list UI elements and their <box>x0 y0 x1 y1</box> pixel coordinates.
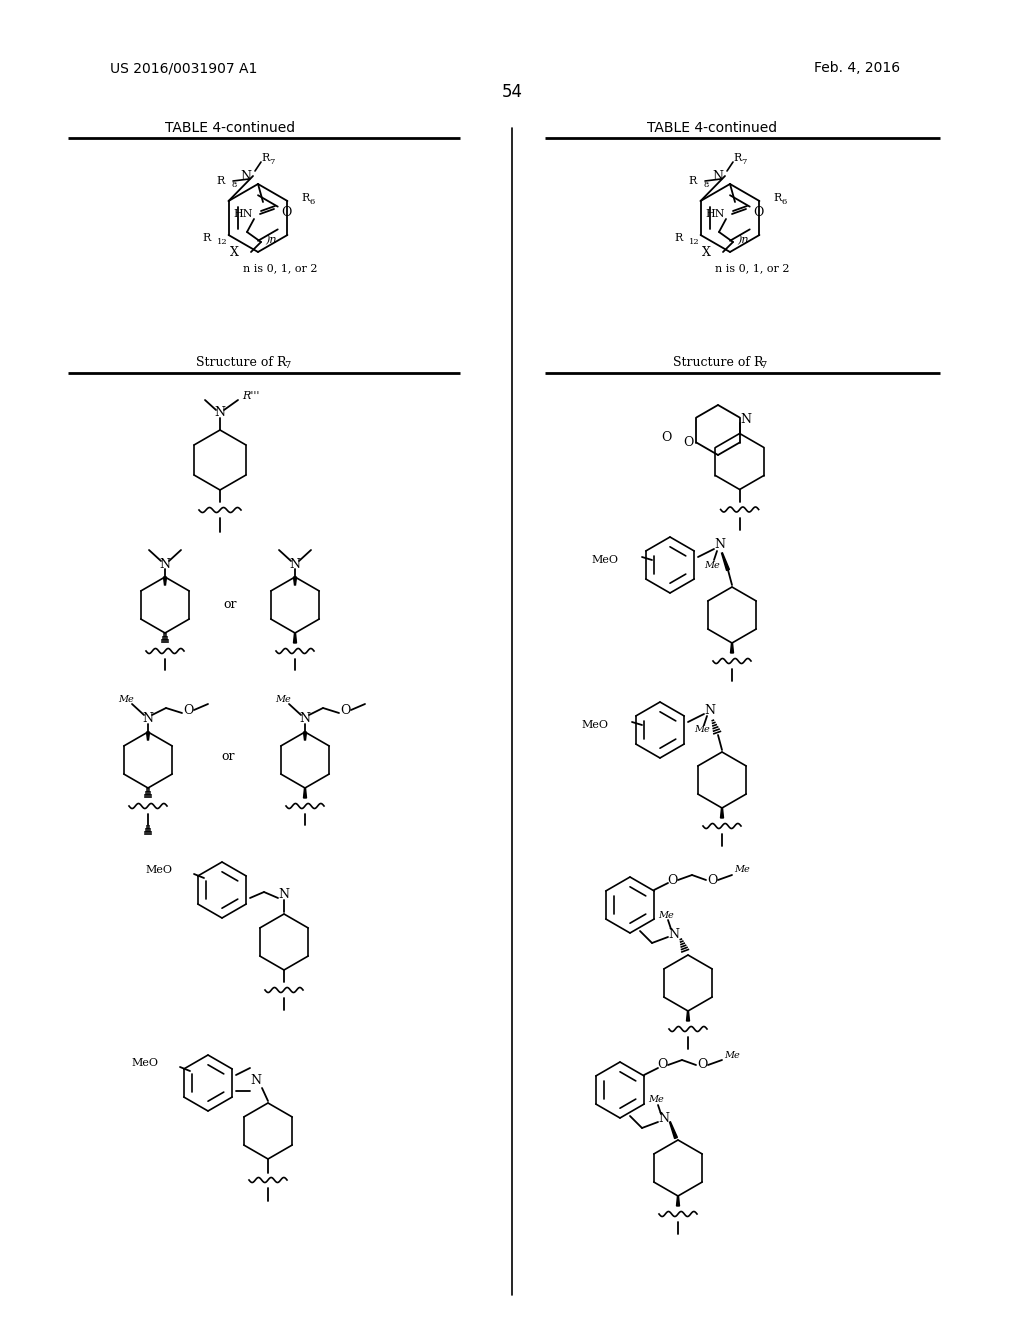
Polygon shape <box>294 577 297 585</box>
Text: Structure of R: Structure of R <box>673 355 764 368</box>
Text: 8: 8 <box>231 181 237 189</box>
Text: R: R <box>773 193 781 203</box>
Text: MeO: MeO <box>145 865 172 875</box>
Text: N: N <box>705 704 716 717</box>
Text: O: O <box>696 1059 708 1072</box>
Text: O: O <box>183 704 194 717</box>
Polygon shape <box>303 733 306 741</box>
Text: R: R <box>689 176 697 186</box>
Text: 7: 7 <box>741 158 746 166</box>
Text: O: O <box>340 704 350 717</box>
Text: Me: Me <box>658 911 674 920</box>
Text: O: O <box>656 1059 668 1072</box>
Text: n is 0, 1, or 2: n is 0, 1, or 2 <box>715 263 790 273</box>
Text: 7: 7 <box>760 362 766 371</box>
Polygon shape <box>146 733 150 741</box>
Text: N: N <box>160 557 171 570</box>
Polygon shape <box>730 643 733 653</box>
Text: Me: Me <box>118 696 134 705</box>
Text: Me: Me <box>648 1096 664 1105</box>
Text: R: R <box>733 153 741 162</box>
Text: Me: Me <box>275 696 291 705</box>
Text: N: N <box>740 413 752 426</box>
Text: R: R <box>675 234 683 243</box>
Polygon shape <box>303 788 306 799</box>
Text: N: N <box>279 887 290 900</box>
Text: R''': R''' <box>242 391 259 401</box>
Text: N: N <box>142 711 154 725</box>
Text: N: N <box>240 169 251 182</box>
Text: Me: Me <box>734 866 750 874</box>
Polygon shape <box>722 553 729 570</box>
Text: R: R <box>217 176 225 186</box>
Text: 8: 8 <box>703 181 709 189</box>
Text: X: X <box>702 246 711 259</box>
Text: N: N <box>715 539 725 552</box>
Text: O: O <box>281 206 292 219</box>
Text: 54: 54 <box>502 83 522 102</box>
Text: Me: Me <box>724 1051 740 1060</box>
Text: )n: )n <box>737 235 749 246</box>
Polygon shape <box>294 634 297 643</box>
Text: HN: HN <box>706 209 725 219</box>
Text: MeO: MeO <box>131 1059 158 1068</box>
Text: N: N <box>669 928 680 940</box>
Text: MeO: MeO <box>581 719 608 730</box>
Text: MeO: MeO <box>591 554 618 565</box>
Text: O: O <box>753 206 763 219</box>
Polygon shape <box>670 1122 678 1139</box>
Text: N: N <box>658 1113 670 1126</box>
Text: O: O <box>662 432 672 444</box>
Text: TABLE 4-continued: TABLE 4-continued <box>165 121 295 135</box>
Text: n is 0, 1, or 2: n is 0, 1, or 2 <box>243 263 317 273</box>
Text: 7: 7 <box>269 158 274 166</box>
Text: TABLE 4-continued: TABLE 4-continued <box>647 121 777 135</box>
Text: HN: HN <box>233 209 253 219</box>
Text: N: N <box>712 169 723 182</box>
Text: Me: Me <box>694 726 710 734</box>
Text: or: or <box>223 598 237 611</box>
Polygon shape <box>721 808 724 818</box>
Text: Me: Me <box>705 561 720 569</box>
Text: 7: 7 <box>284 362 290 371</box>
Text: O: O <box>707 874 717 887</box>
Text: N: N <box>290 557 300 570</box>
Polygon shape <box>164 577 167 585</box>
Text: O: O <box>667 874 677 887</box>
Text: US 2016/0031907 A1: US 2016/0031907 A1 <box>110 61 257 75</box>
Text: N: N <box>251 1074 261 1088</box>
Text: R: R <box>301 193 309 203</box>
Text: O: O <box>683 436 693 449</box>
Text: 12: 12 <box>216 238 227 246</box>
Text: X: X <box>230 246 239 259</box>
Text: Structure of R: Structure of R <box>196 355 287 368</box>
Text: N: N <box>299 711 310 725</box>
Text: N: N <box>214 407 225 420</box>
Text: 12: 12 <box>688 238 699 246</box>
Text: Feb. 4, 2016: Feb. 4, 2016 <box>814 61 900 75</box>
Text: 6: 6 <box>309 198 314 206</box>
Text: R: R <box>203 234 211 243</box>
Text: 6: 6 <box>781 198 786 206</box>
Text: R: R <box>261 153 269 162</box>
Text: or: or <box>221 750 234 763</box>
Polygon shape <box>677 1196 680 1206</box>
Polygon shape <box>686 1011 689 1020</box>
Text: )n: )n <box>265 235 276 246</box>
